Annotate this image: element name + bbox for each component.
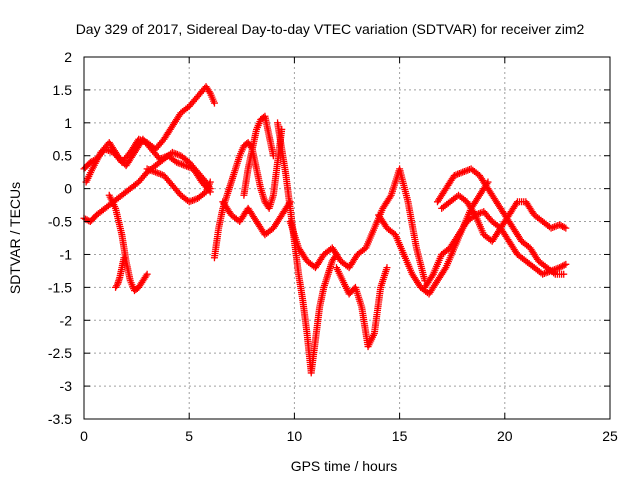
x-tick-label: 5 bbox=[185, 428, 193, 444]
x-tick-label: 0 bbox=[80, 428, 88, 444]
data-point bbox=[512, 199, 520, 207]
data-point bbox=[557, 263, 565, 271]
data-point bbox=[552, 265, 560, 273]
data-point bbox=[168, 148, 176, 156]
x-tick-label: 25 bbox=[602, 428, 618, 444]
data-point bbox=[120, 254, 128, 262]
data-point bbox=[457, 169, 465, 177]
data-point bbox=[557, 222, 565, 230]
y-tick-label: -0.5 bbox=[48, 214, 72, 230]
y-tick-label: -3 bbox=[60, 378, 73, 394]
data-point bbox=[550, 269, 558, 277]
data-point bbox=[152, 168, 160, 176]
series-track-11 bbox=[286, 165, 429, 285]
data-point bbox=[386, 193, 394, 201]
series-track-12 bbox=[332, 264, 391, 351]
series-track-4 bbox=[105, 191, 151, 295]
data-point bbox=[143, 165, 151, 173]
data-series bbox=[80, 83, 570, 377]
data-point bbox=[206, 178, 214, 186]
data-point bbox=[428, 272, 436, 280]
data-point bbox=[142, 272, 150, 280]
data-point bbox=[559, 262, 567, 270]
data-point bbox=[190, 196, 198, 204]
data-point bbox=[383, 264, 391, 272]
y-tick-label: -3.5 bbox=[48, 411, 72, 427]
y-tick-label: -1 bbox=[60, 246, 73, 262]
data-point bbox=[562, 224, 570, 232]
data-point bbox=[181, 162, 189, 170]
y-tick-label: 1 bbox=[64, 115, 72, 131]
data-point bbox=[560, 223, 568, 231]
data-point bbox=[185, 198, 193, 206]
data-point bbox=[556, 264, 564, 272]
x-axis-label: GPS time / hours bbox=[291, 458, 398, 474]
data-point bbox=[465, 166, 473, 174]
data-point bbox=[173, 150, 181, 158]
data-point bbox=[205, 88, 213, 96]
data-point bbox=[459, 168, 467, 176]
axes: 0 5 10 15 20 25 -3.5 -3 -2.5 -2 -1.5 -1 -0.5 0 0.5 1 1.5… bbox=[48, 49, 618, 444]
chart-title: Day 329 of 2017, Sidereal Day-to-day VTE… bbox=[76, 21, 585, 37]
y-tick-label: 2 bbox=[64, 49, 72, 65]
series-track-9 bbox=[240, 112, 277, 199]
y-tick-label: 1.5 bbox=[53, 82, 73, 98]
series-track-2 bbox=[82, 135, 214, 196]
data-point bbox=[560, 261, 568, 269]
data-point bbox=[556, 221, 564, 229]
data-point bbox=[179, 161, 187, 169]
series-track-15 bbox=[433, 165, 568, 278]
data-point bbox=[470, 209, 478, 217]
x-tick-label: 15 bbox=[392, 428, 408, 444]
y-tick-label: -2 bbox=[60, 312, 73, 328]
data-point bbox=[113, 282, 121, 290]
series-track-1 bbox=[80, 83, 218, 173]
series-track-8 bbox=[219, 198, 294, 239]
grid bbox=[84, 57, 610, 419]
series-track-6 bbox=[143, 165, 214, 206]
data-point bbox=[560, 270, 568, 278]
data-point bbox=[554, 264, 562, 272]
data-point bbox=[173, 158, 181, 166]
data-point bbox=[210, 99, 218, 107]
data-point bbox=[148, 167, 156, 175]
y-tick-label: -1.5 bbox=[48, 279, 72, 295]
data-point bbox=[143, 270, 151, 278]
data-point bbox=[562, 260, 570, 268]
y-tick-label: -2.5 bbox=[48, 345, 72, 361]
series-track-5 bbox=[112, 254, 128, 291]
series-track-16 bbox=[438, 191, 570, 245]
data-point bbox=[157, 170, 165, 178]
data-point bbox=[539, 270, 547, 278]
series-track-14 bbox=[421, 208, 570, 291]
plot-frame bbox=[83, 56, 611, 420]
data-point bbox=[559, 222, 567, 230]
data-point bbox=[455, 169, 463, 177]
x-tick-label: 10 bbox=[287, 428, 303, 444]
data-point bbox=[547, 224, 555, 232]
data-point bbox=[86, 158, 94, 166]
data-point bbox=[178, 160, 186, 168]
x-tick-label: 20 bbox=[497, 428, 513, 444]
data-point bbox=[150, 168, 158, 176]
data-point bbox=[441, 265, 449, 273]
data-point bbox=[478, 208, 486, 216]
data-point bbox=[269, 152, 277, 160]
y-tick-label: 0 bbox=[64, 181, 72, 197]
y-tick-label: 0.5 bbox=[53, 148, 73, 164]
data-point bbox=[450, 171, 458, 179]
y-axis-label: SDTVAR / TECUs bbox=[7, 182, 23, 294]
